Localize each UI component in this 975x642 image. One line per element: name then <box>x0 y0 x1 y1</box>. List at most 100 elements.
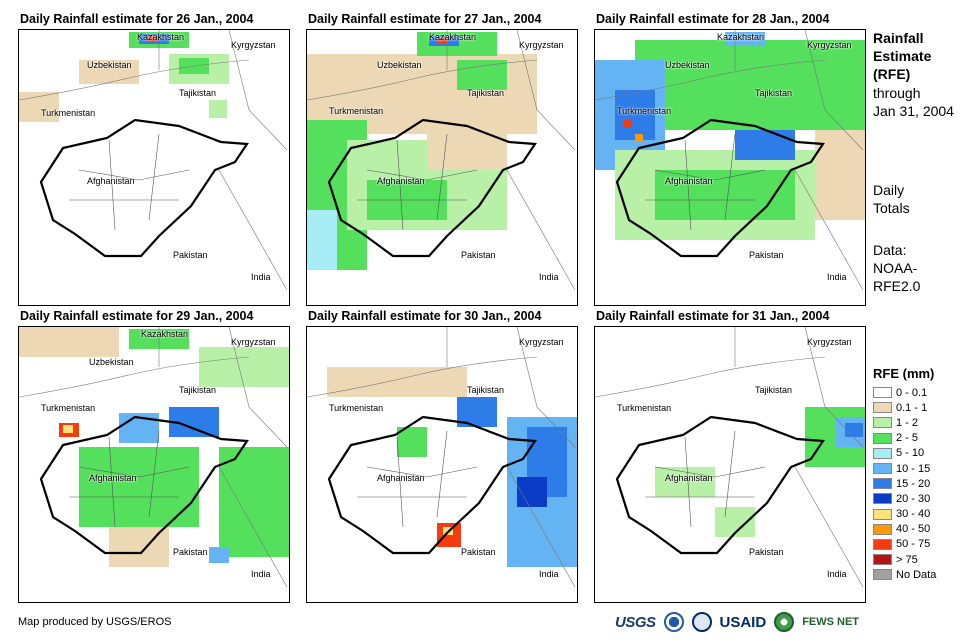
legend-swatch <box>873 417 892 429</box>
panel-title-30: Daily Rainfall estimate for 30 Jan., 200… <box>308 309 542 323</box>
label-afghanistan: Afghanistan <box>377 473 425 483</box>
map-panel-29: Kazakhstan Kyrgyzstan Uzbekistan Tajikis… <box>18 326 290 603</box>
legend-swatch <box>873 478 892 490</box>
legend-item: 2 - 5 <box>873 431 936 446</box>
usaid-seal-icon <box>691 612 712 632</box>
rainfall-map-29 <box>19 327 289 588</box>
label-pakistan: Pakistan <box>461 547 496 557</box>
legend-label: 0 - 0.1 <box>896 386 928 399</box>
rainfall-map-30 <box>307 327 577 588</box>
legend-item: No Data <box>873 567 936 582</box>
legend-label: 1 - 2 <box>896 416 919 429</box>
legend-swatch <box>873 569 892 581</box>
panel-title-29: Daily Rainfall estimate for 29 Jan., 200… <box>20 309 254 323</box>
rainfall-map-28 <box>595 30 865 291</box>
legend-swatch <box>873 447 892 459</box>
label-afghanistan: Afghanistan <box>87 176 135 186</box>
sidebar-through-line-1: through <box>873 85 921 101</box>
label-pakistan: Pakistan <box>173 250 208 260</box>
map-panel-27: Kazakhstan Kyrgyzstan Uzbekistan Tajikis… <box>306 29 578 306</box>
sidebar-through: through Jan 31, 2004 <box>873 84 954 120</box>
label-india: India <box>251 272 271 282</box>
legend-item: 20 - 30 <box>873 491 936 506</box>
label-tajikistan: Tajikistan <box>179 385 217 395</box>
legend-swatch <box>873 402 892 414</box>
legend-label: 30 - 40 <box>896 508 931 521</box>
legend-item: 5 - 10 <box>873 446 936 461</box>
credit-text: Map produced by USGS/EROS <box>18 616 172 628</box>
legend-label: No Data <box>896 568 937 581</box>
legend-label: > 75 <box>896 553 918 566</box>
label-india: India <box>539 272 559 282</box>
label-india: India <box>827 272 847 282</box>
legend-label: 5 - 10 <box>896 447 925 460</box>
legend-swatch <box>873 493 892 505</box>
label-tajikistan: Tajikistan <box>755 385 793 395</box>
label-afghanistan: Afghanistan <box>377 176 425 186</box>
label-uzbekistan: Uzbekistan <box>377 60 422 70</box>
legend-item: 50 - 75 <box>873 537 936 552</box>
label-india: India <box>827 569 847 579</box>
legend-label: 50 - 75 <box>896 538 931 551</box>
legend-item: 0 - 0.1 <box>873 385 936 400</box>
sidebar-title-line-2: Estimate <box>873 48 932 64</box>
label-kazakhstan: Kazakhstan <box>141 329 189 339</box>
label-kyrgyzstan: Kyrgyzstan <box>231 337 276 347</box>
label-afghanistan: Afghanistan <box>665 473 713 483</box>
legend-label: 10 - 15 <box>896 462 931 475</box>
label-uzbekistan: Uzbekistan <box>665 60 710 70</box>
legend-swatch <box>873 538 892 550</box>
map-panel-26: Kazakhstan Kyrgyzstan Uzbekistan Tajikis… <box>18 29 290 306</box>
legend-item: 1 - 2 <box>873 415 936 430</box>
sidebar-data-source: Data: NOAA- RFE2.0 <box>873 241 920 295</box>
panel-title-27: Daily Rainfall estimate for 27 Jan., 200… <box>308 12 542 26</box>
label-pakistan: Pakistan <box>749 547 784 557</box>
label-pakistan: Pakistan <box>749 250 784 260</box>
legend-label: 0.1 - 1 <box>896 401 928 414</box>
sidebar-daily-line-2: Totals <box>873 200 910 216</box>
label-tajikistan: Tajikistan <box>179 88 217 98</box>
label-kyrgyzstan: Kyrgyzstan <box>807 40 852 50</box>
legend-label: 20 - 30 <box>896 492 931 505</box>
sidebar-through-line-2: Jan 31, 2004 <box>873 103 954 119</box>
label-india: India <box>251 569 271 579</box>
fews-net-logo: FEWS NET <box>802 616 860 628</box>
fews-globe-icon <box>774 612 795 632</box>
legend-label: 15 - 20 <box>896 477 931 490</box>
legend-swatch <box>873 508 892 520</box>
legend-item: 30 - 40 <box>873 507 936 522</box>
map-panel-31: Kyrgyzstan Tajikistan Turkmenistan Afgha… <box>594 326 866 603</box>
legend-swatch <box>873 463 892 475</box>
label-pakistan: Pakistan <box>173 547 208 557</box>
label-kazakhstan: Kazakhstan <box>717 32 765 42</box>
usgs-logo: USGS <box>615 613 656 631</box>
legend-item: 15 - 20 <box>873 476 936 491</box>
sidebar-data-line-2: NOAA- <box>873 260 918 276</box>
label-pakistan: Pakistan <box>461 250 496 260</box>
sidebar-data-line-3: RFE2.0 <box>873 278 921 294</box>
legend-item: 40 - 50 <box>873 522 936 537</box>
label-afghanistan: Afghanistan <box>89 473 137 483</box>
usaid-logo: USAID <box>719 613 767 631</box>
legend: 0 - 0.1 0.1 - 1 1 - 2 2 - 5 5 - 10 10 - 15 15 … <box>873 385 936 582</box>
label-kazakhstan: Kazakhstan <box>429 32 477 42</box>
panel-title-31: Daily Rainfall estimate for 31 Jan., 200… <box>596 309 830 323</box>
sidebar-daily-line-1: Daily <box>873 182 905 198</box>
legend-item: 10 - 15 <box>873 461 936 476</box>
legend-label: 40 - 50 <box>896 523 931 536</box>
map-panel-28: Kazakhstan Kyrgyzstan Uzbekistan Tajikis… <box>594 29 866 306</box>
label-uzbekistan: Uzbekistan <box>89 357 134 367</box>
sidebar-daily: Daily Totals <box>873 181 910 217</box>
sidebar-title-line-3: (RFE) <box>873 66 911 82</box>
noaa-logo-icon <box>663 612 684 632</box>
legend-item: 0.1 - 1 <box>873 400 936 415</box>
legend-swatch <box>873 523 892 535</box>
label-kazakhstan: Kazakhstan <box>137 32 185 42</box>
label-turkmenistan: Turkmenistan <box>329 106 384 116</box>
label-uzbekistan: Uzbekistan <box>87 60 132 70</box>
label-kyrgyzstan: Kyrgyzstan <box>519 40 564 50</box>
panel-title-28: Daily Rainfall estimate for 28 Jan., 200… <box>596 12 830 26</box>
label-turkmenistan: Turkmenistan <box>41 403 96 413</box>
label-afghanistan: Afghanistan <box>665 176 713 186</box>
sidebar-title-line-1: Rainfall <box>873 30 924 46</box>
